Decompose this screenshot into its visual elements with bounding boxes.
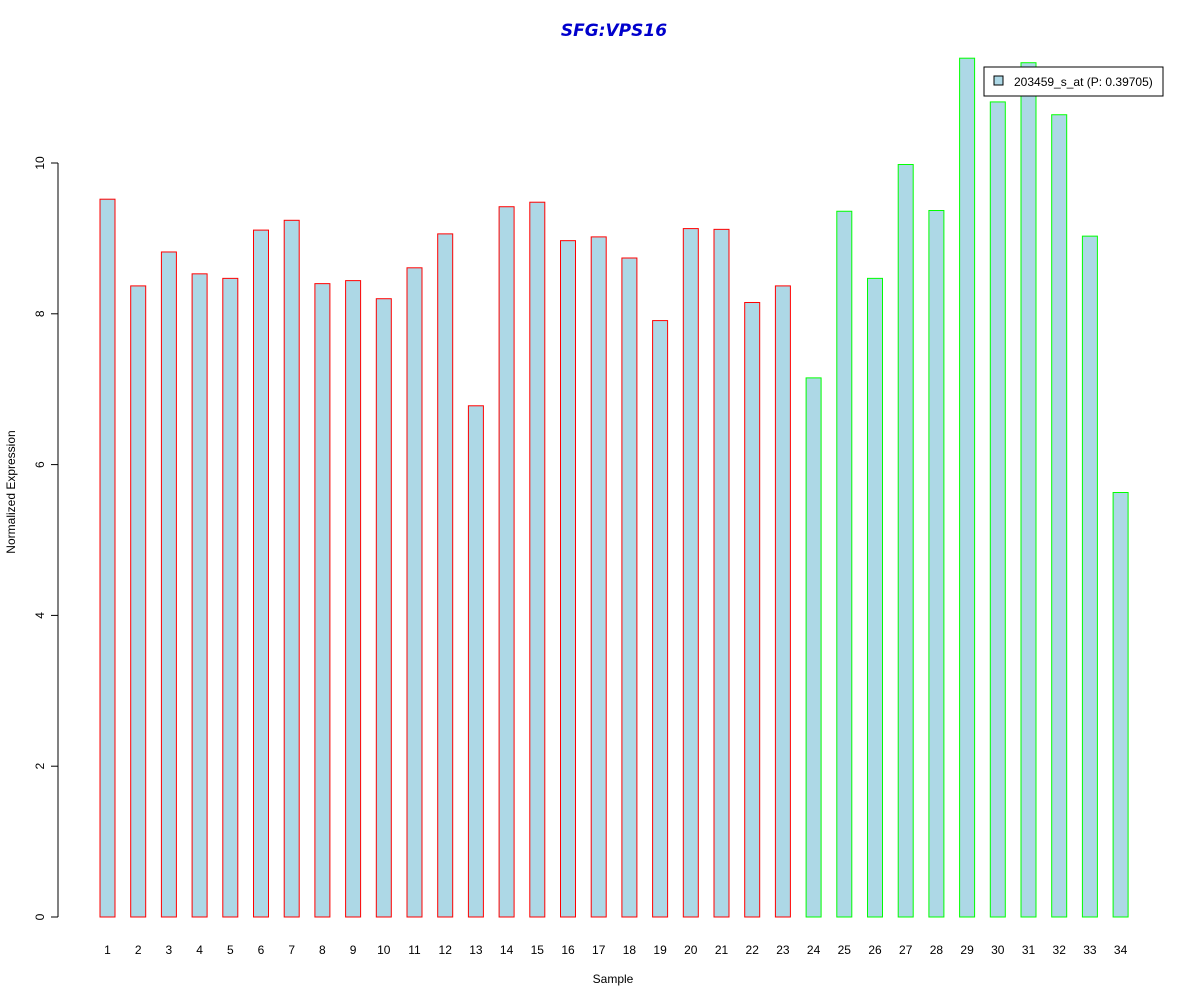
x-tick-label: 19: [653, 943, 667, 957]
x-tick-label: 17: [592, 943, 606, 957]
bar-sample-8: [314, 283, 331, 918]
x-tick-label: 15: [531, 943, 545, 957]
bar-sample-29: [959, 57, 976, 918]
bar-sample-4: [191, 273, 208, 918]
x-tick-label: 7: [288, 943, 295, 957]
bar-sample-21: [713, 228, 730, 918]
bar-sample-7: [283, 219, 300, 918]
x-tick-label: 3: [166, 943, 173, 957]
bar-sample-15: [529, 201, 546, 918]
x-tick-label: 29: [960, 943, 974, 957]
bar-sample-17: [590, 236, 607, 918]
y-tick-label: 4: [33, 612, 47, 619]
bar-sample-24: [805, 377, 822, 918]
bar-sample-6: [253, 229, 269, 918]
x-tick-label: 21: [715, 943, 729, 957]
x-tick-label: 9: [350, 943, 357, 957]
x-tick-label: 1: [104, 943, 111, 957]
x-tick-label: 33: [1083, 943, 1097, 957]
x-tick-label: 18: [623, 943, 637, 957]
bar-sample-18: [621, 257, 638, 918]
legend-label: 203459_s_at (P: 0.39705): [1014, 75, 1153, 89]
bar-sample-32: [1051, 114, 1068, 918]
x-tick-label: 4: [196, 943, 203, 957]
bar-sample-25: [836, 210, 853, 918]
bar-sample-31: [1020, 62, 1037, 918]
bar-sample-22: [744, 301, 761, 918]
bar-sample-30: [989, 101, 1006, 918]
x-tick-label: 2: [135, 943, 142, 957]
bar-sample-28: [928, 210, 945, 918]
bar-sample-10: [375, 298, 392, 918]
x-tick-label: 25: [838, 943, 852, 957]
y-tick-label: 6: [33, 461, 47, 468]
bar-sample-19: [652, 320, 669, 918]
bar-sample-20: [682, 228, 699, 918]
y-tick-label: 10: [33, 156, 47, 170]
x-tick-label: 11: [408, 943, 421, 957]
x-tick-label: 30: [991, 943, 1005, 957]
bar-sample-3: [160, 251, 177, 918]
x-tick-label: 12: [439, 943, 453, 957]
x-tick-label: 28: [930, 943, 944, 957]
x-tick-label: 14: [500, 943, 514, 957]
bars: [99, 57, 1129, 918]
x-tick-label: 22: [746, 943, 760, 957]
bar-sample-12: [437, 233, 454, 918]
bar-sample-33: [1081, 235, 1098, 918]
chart-title: SFG:VPS16: [561, 21, 667, 41]
y-tick-label: 8: [33, 310, 47, 317]
x-tick-label: 23: [776, 943, 790, 957]
x-tick-label: 20: [684, 943, 698, 957]
x-tick-label: 31: [1022, 943, 1036, 957]
bar-sample-27: [897, 164, 914, 918]
y-axis: 0 2 4 6 8 10: [33, 156, 59, 920]
bar-sample-11: [406, 267, 423, 918]
x-tick-label: 5: [227, 943, 234, 957]
x-tick-label: 6: [258, 943, 265, 957]
y-axis-label: Normalized Expression: [4, 430, 18, 553]
legend: 203459_s_at (P: 0.39705): [983, 66, 1164, 97]
bar-sample-13: [467, 405, 484, 918]
legend-swatch: [993, 75, 1004, 86]
x-tick-label: 34: [1114, 943, 1128, 957]
x-tick-label: 16: [561, 943, 575, 957]
x-tick-label: 27: [899, 943, 913, 957]
x-tick-label: 8: [319, 943, 326, 957]
bar-sample-5: [222, 277, 239, 918]
bar-sample-9: [345, 280, 362, 918]
x-tick-label: 26: [868, 943, 882, 957]
x-tick-label: 32: [1053, 943, 1067, 957]
bar-sample-2: [130, 285, 147, 918]
x-tick-label: 10: [377, 943, 391, 957]
x-axis-tick-labels: 1 2 3 4 5 6 7 8 9 10 11 12 13 14 15 16 17 18 19 20 21 22 23 24 2…: [104, 943, 1127, 957]
y-tick-label: 0: [33, 913, 47, 920]
x-axis-label: Sample: [593, 972, 634, 986]
bar-sample-1: [99, 198, 116, 918]
x-tick-label: 13: [469, 943, 483, 957]
bar-sample-14: [498, 206, 515, 918]
bar-sample-34: [1112, 491, 1129, 918]
bar-sample-26: [867, 277, 883, 918]
y-tick-label: 2: [33, 763, 47, 770]
x-tick-label: 24: [807, 943, 821, 957]
bar-sample-23: [774, 285, 791, 918]
bar-sample-16: [560, 240, 576, 918]
legend-box: [983, 66, 1164, 97]
